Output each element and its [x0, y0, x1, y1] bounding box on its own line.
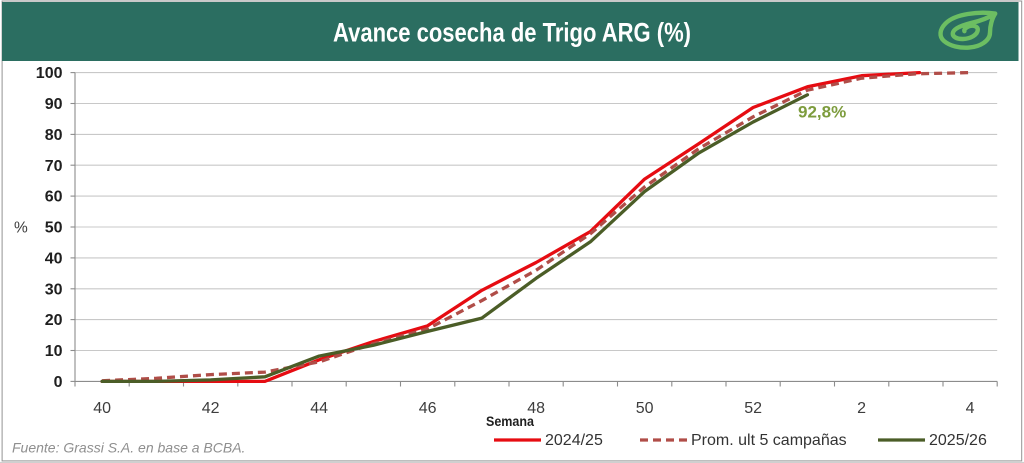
svg-text:4: 4: [966, 400, 975, 417]
svg-text:92,8%: 92,8%: [798, 103, 846, 122]
svg-text:50: 50: [45, 220, 63, 237]
svg-text:2024/25: 2024/25: [545, 432, 603, 449]
svg-text:80: 80: [45, 127, 63, 144]
svg-text:48: 48: [527, 400, 545, 417]
svg-text:%: %: [14, 220, 28, 237]
svg-text:42: 42: [202, 400, 220, 417]
svg-text:20: 20: [45, 312, 63, 329]
svg-text:40: 40: [45, 251, 63, 268]
svg-text:0: 0: [54, 374, 63, 391]
svg-text:50: 50: [636, 400, 654, 417]
svg-text:30: 30: [45, 281, 63, 298]
svg-text:2025/26: 2025/26: [929, 432, 987, 449]
svg-text:60: 60: [45, 189, 63, 206]
svg-text:52: 52: [744, 400, 762, 417]
svg-text:2: 2: [857, 400, 866, 417]
svg-text:Semana: Semana: [486, 413, 534, 429]
svg-text:70: 70: [45, 158, 63, 175]
svg-text:90: 90: [45, 96, 63, 113]
svg-text:100: 100: [36, 65, 63, 82]
svg-text:40: 40: [93, 400, 111, 417]
svg-text:Fuente: Grassi S.A. en base a: Fuente: Grassi S.A. en base a BCBA.: [12, 440, 245, 456]
svg-text:46: 46: [419, 400, 437, 417]
svg-text:10: 10: [45, 343, 63, 360]
svg-text:Prom. ult 5 campañas: Prom. ult 5 campañas: [691, 432, 847, 449]
svg-text:44: 44: [310, 400, 328, 417]
svg-text:Avance cosecha de Trigo ARG (%: Avance cosecha de Trigo ARG (%): [333, 18, 691, 48]
